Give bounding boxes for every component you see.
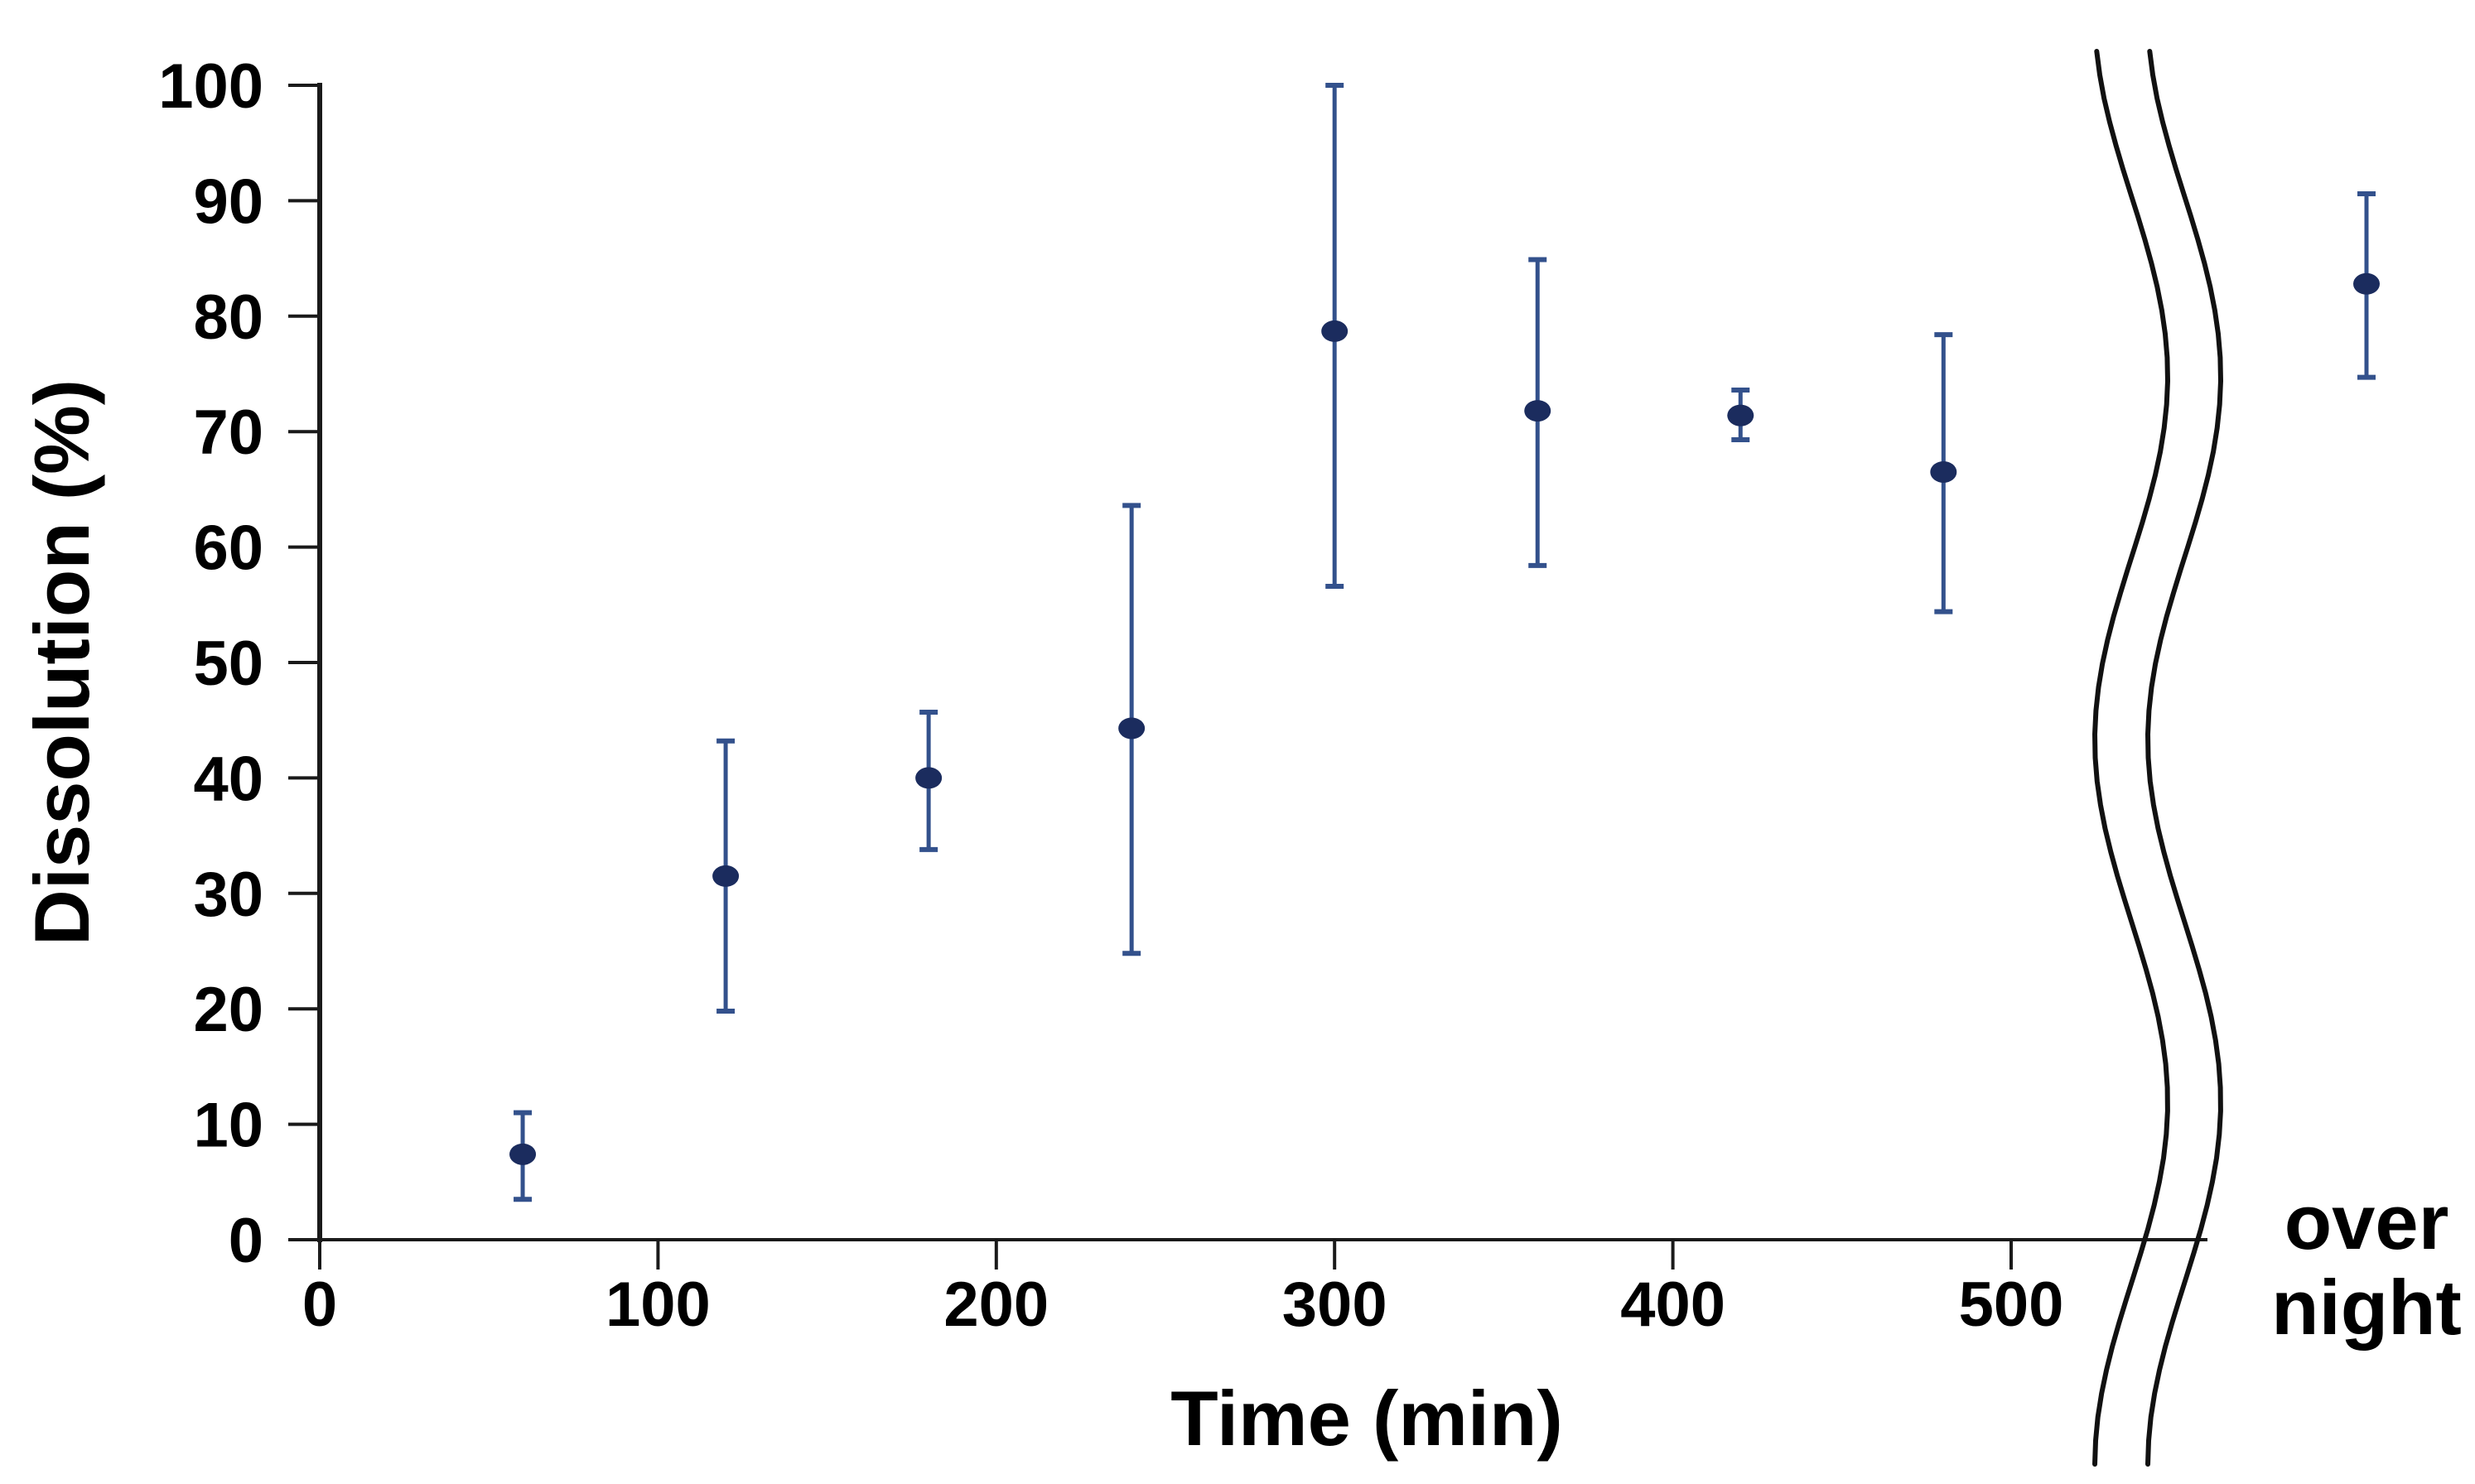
data-point-marker: [1930, 460, 1957, 483]
x-tick-label: 300: [1282, 1270, 1387, 1340]
x-tick-label: 200: [943, 1270, 1049, 1340]
x-axis-title: Time (min): [1170, 1375, 1563, 1462]
y-tick-label: 60: [193, 513, 263, 584]
y-tick-label: 100: [158, 51, 263, 122]
overnight-data-point-marker: [2353, 272, 2380, 295]
y-tick-label: 50: [193, 629, 263, 699]
y-tick-label: 90: [193, 166, 263, 237]
data-point-marker: [712, 865, 740, 887]
y-tick-label: 10: [193, 1091, 263, 1161]
overnight-label-line1: over: [2284, 1178, 2449, 1265]
data-point-marker: [1321, 320, 1348, 342]
y-tick-label: 70: [193, 398, 263, 468]
y-tick-label: 40: [193, 744, 263, 814]
data-point-marker: [1727, 404, 1754, 426]
y-tick-label: 20: [193, 975, 263, 1045]
y-tick-label: 0: [229, 1206, 263, 1276]
data-point-marker: [1118, 717, 1146, 740]
y-axis-title: Dissolution (%): [18, 379, 105, 946]
x-tick-label: 500: [1959, 1270, 2064, 1340]
axis-break-wave-left: [2091, 49, 2171, 1467]
x-tick-label: 100: [605, 1270, 711, 1340]
axis-break-wave-right: [2145, 49, 2224, 1467]
data-point-marker: [915, 767, 943, 789]
overnight-label-line2: night: [2271, 1264, 2462, 1351]
x-tick-label: 400: [1620, 1270, 1725, 1340]
data-point-marker: [1524, 400, 1551, 422]
data-point-marker: [509, 1143, 537, 1165]
y-tick-label: 80: [193, 282, 263, 353]
y-tick-label: 30: [193, 860, 263, 930]
x-tick-label: 0: [302, 1270, 337, 1340]
